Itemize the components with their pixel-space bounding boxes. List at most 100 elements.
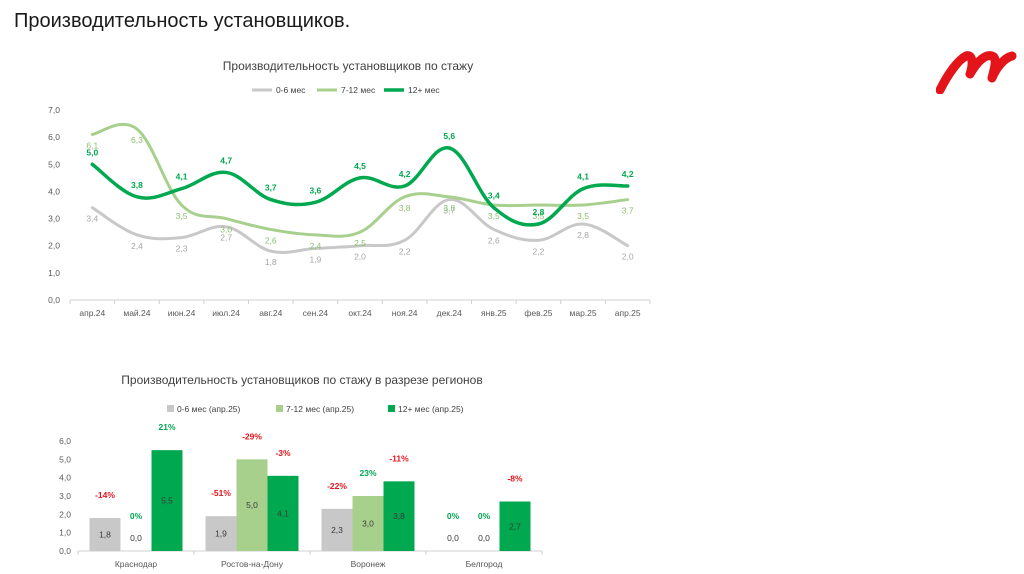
x-tick-label: июл.24 (212, 308, 240, 318)
data-label: 5,6 (443, 131, 455, 141)
y-tick-label: 2,0 (48, 241, 60, 251)
chart-axes: 0,0 1,0 2,0 3,0 4,0 5,0 6,0 Краснодар Ростов-на-… (59, 436, 543, 569)
data-label: 2,8 (533, 207, 545, 217)
bar (352, 496, 384, 551)
legend-swatch (167, 405, 174, 412)
data-label: 3,7 (622, 206, 634, 216)
data-label: 5,0 (86, 147, 98, 157)
data-label: 4,1 (176, 172, 188, 182)
x-tick-label: авг.24 (259, 308, 282, 318)
chart-data-labels: 3,4 2,4 2,3 2,7 1,8 1,9 2,0 2,2 3,7 2,6 2,2 2,8 2,0 6… (86, 131, 633, 267)
change-label: 0% (130, 511, 143, 521)
data-label: 6,1 (86, 140, 98, 150)
x-tick-label: фев.25 (524, 308, 552, 318)
change-label: -3% (275, 448, 291, 458)
bar (236, 459, 268, 551)
data-label: 3,5 (488, 211, 500, 221)
data-label: 3,8 (399, 203, 411, 213)
bar-value-label: 0,0 (478, 533, 490, 543)
data-label: 2,8 (577, 230, 589, 240)
data-label: 3,4 (86, 214, 98, 224)
bar (383, 481, 415, 551)
change-label: 23% (359, 468, 376, 478)
y-tick-label: 4,0 (59, 473, 71, 483)
x-tick-label: янв.25 (481, 308, 507, 318)
y-tick-label: 3,0 (48, 214, 60, 224)
data-label: 3,7 (265, 183, 277, 193)
x-tick-label: окт.24 (348, 308, 372, 318)
bar (151, 450, 183, 551)
data-label: 3,8 (443, 203, 455, 213)
chart-legend: 0-6 мес 7-12 мес 12+ мес (252, 85, 440, 95)
y-tick-label: 6,0 (59, 436, 71, 446)
series-line (90, 122, 630, 238)
y-tick-label: 4,0 (48, 186, 60, 196)
data-label: 1,8 (265, 257, 277, 267)
data-label: 2,3 (176, 244, 188, 254)
x-tick-label: май.24 (123, 308, 150, 318)
change-label: -8% (507, 474, 523, 484)
y-tick-label: 2,0 (59, 509, 71, 519)
data-label: 3,5 (577, 211, 589, 221)
data-label: 3,5 (176, 211, 188, 221)
y-tick-label: 0,0 (59, 546, 71, 556)
bar-value-label: 0,0 (130, 533, 142, 543)
bar-chart: Производительность установщиков по стажу… (59, 373, 543, 569)
legend-label: 12+ мес (408, 85, 440, 95)
bar-value-label: 0,0 (447, 533, 459, 543)
data-label: 2,4 (131, 241, 143, 251)
x-tick-label: апр.25 (615, 308, 641, 318)
bar-value-label: 1,9 (215, 529, 227, 539)
y-tick-label: 1,0 (48, 268, 60, 278)
change-label: -51% (211, 488, 231, 498)
brand-m-logo (936, 51, 1017, 94)
data-label: 2,2 (533, 246, 545, 256)
data-label: 3,8 (131, 180, 143, 190)
data-label: 2,2 (399, 246, 411, 256)
legend-label: 12+ мес (апр.25) (398, 404, 464, 414)
legend-swatch (388, 405, 395, 412)
y-tick-label: 6,0 (48, 132, 60, 142)
data-label: 3,0 (220, 225, 232, 235)
bar-value-label: 5,0 (246, 500, 258, 510)
data-label: 3,7 (443, 206, 455, 216)
data-label: 2,4 (309, 241, 321, 251)
bar (267, 475, 299, 551)
x-tick-label: дек.24 (437, 308, 462, 318)
change-label: -22% (327, 481, 347, 491)
data-label: 3,5 (533, 211, 545, 221)
x-tick-label: Краснодар (115, 559, 158, 569)
legend-label: 7-12 мес (341, 85, 376, 95)
data-label: 2,5 (354, 238, 366, 248)
series-line (90, 198, 630, 255)
y-tick-label: 0,0 (48, 295, 60, 305)
bar (321, 508, 353, 551)
y-tick-label: 5,0 (48, 159, 60, 169)
y-tick-label: 1,0 (59, 528, 71, 538)
data-label: 2,0 (622, 252, 634, 262)
y-tick-label: 3,0 (59, 491, 71, 501)
data-label: 4,7 (220, 155, 232, 165)
legend-label: 0-6 мес (апр.25) (177, 404, 241, 414)
x-tick-label: ноя.24 (392, 308, 418, 318)
series-line (90, 146, 630, 227)
x-tick-label: июн.24 (168, 308, 196, 318)
x-tick-label: апр.24 (79, 308, 105, 318)
legend-swatch (276, 405, 283, 412)
data-label: 3,4 (488, 191, 500, 201)
chart-legend: 0-6 мес (апр.25) 7-12 мес (апр.25) 12+ мес… (167, 404, 464, 414)
data-label: 3,6 (309, 185, 321, 195)
change-label: -11% (389, 453, 409, 463)
legend-label: 0-6 мес (276, 85, 306, 95)
data-label: 2,0 (354, 252, 366, 262)
chart-bars (89, 450, 531, 551)
x-tick-label: мар.25 (570, 308, 597, 318)
y-tick-label: 7,0 (48, 105, 60, 115)
y-tick-label: 5,0 (59, 454, 71, 464)
change-label: -14% (95, 490, 115, 500)
change-label: -29% (242, 431, 262, 441)
bar (89, 518, 121, 551)
bar-value-label: 3,0 (362, 519, 374, 529)
data-label: 4,2 (399, 169, 411, 179)
line-chart: Производительность установщиков по стажу… (48, 59, 651, 318)
